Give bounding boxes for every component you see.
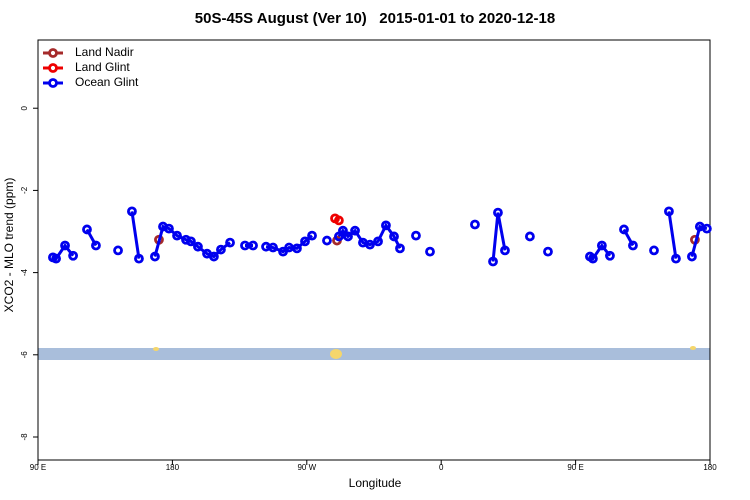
point [181,234,191,245]
point [343,231,353,242]
map-strip [38,346,710,360]
y-tick-label: -8 [20,433,29,441]
point [350,225,360,236]
y-axis-label: XCO2 - MLO trend (ppm) [2,178,16,313]
x-tick-label: 0 [439,463,444,472]
point [134,253,144,264]
map-land [330,349,342,359]
point [193,241,203,252]
legend-marker [48,63,58,73]
point [225,237,235,248]
point [322,235,332,246]
point [209,251,219,262]
y-tick-label: -2 [20,186,29,194]
chart-title: 50S-45S August (Ver 10) 2015-01-01 to 20… [195,10,555,27]
point [307,230,317,241]
point [649,245,659,256]
map-land [153,347,159,351]
map-land [690,346,696,350]
point [113,245,123,256]
legend-label: Ocean Glint [75,75,139,89]
y-tick-label: 0 [20,105,29,110]
y-tick-label: -4 [20,269,29,277]
legend-label: Land Nadir [75,45,134,59]
point [389,231,399,242]
point [60,240,70,251]
point [300,236,310,247]
point [671,253,681,264]
point [68,250,78,261]
point [292,243,302,254]
legend-label: Land Glint [75,60,130,74]
point [373,236,383,247]
point [470,219,480,230]
point [381,220,391,231]
point [605,250,615,261]
point [488,256,498,267]
point [619,224,629,235]
x-axis-label: Longitude [349,476,402,490]
legend-marker [48,78,58,88]
x-tick-label: 180 [703,463,717,472]
point [82,224,92,235]
point [701,223,712,234]
point [411,230,421,241]
point [500,245,510,256]
point [425,246,435,257]
point [525,231,535,242]
point [172,230,182,241]
plot-frame [37,39,711,461]
point [334,215,344,226]
point [493,207,503,218]
x-tick-label: 90 W [297,463,316,472]
point [268,242,278,253]
point [395,243,405,254]
point [338,225,348,236]
legend-marker [48,48,58,58]
y-tick-label: -6 [20,351,29,359]
point [216,244,226,255]
point [91,240,101,251]
map-ocean [38,348,710,360]
point [150,251,160,262]
point [628,240,638,251]
x-tick-label: 90 E [30,463,46,472]
x-tick-label: 180 [166,463,180,472]
point [248,240,258,251]
point [596,240,607,251]
x-tick-label: 90 E [567,463,583,472]
point [186,236,196,247]
point [51,253,61,264]
point [127,206,137,217]
point [543,246,553,257]
point [588,253,598,264]
point [664,206,674,217]
point [164,223,174,234]
point [687,251,697,262]
point [365,239,375,250]
